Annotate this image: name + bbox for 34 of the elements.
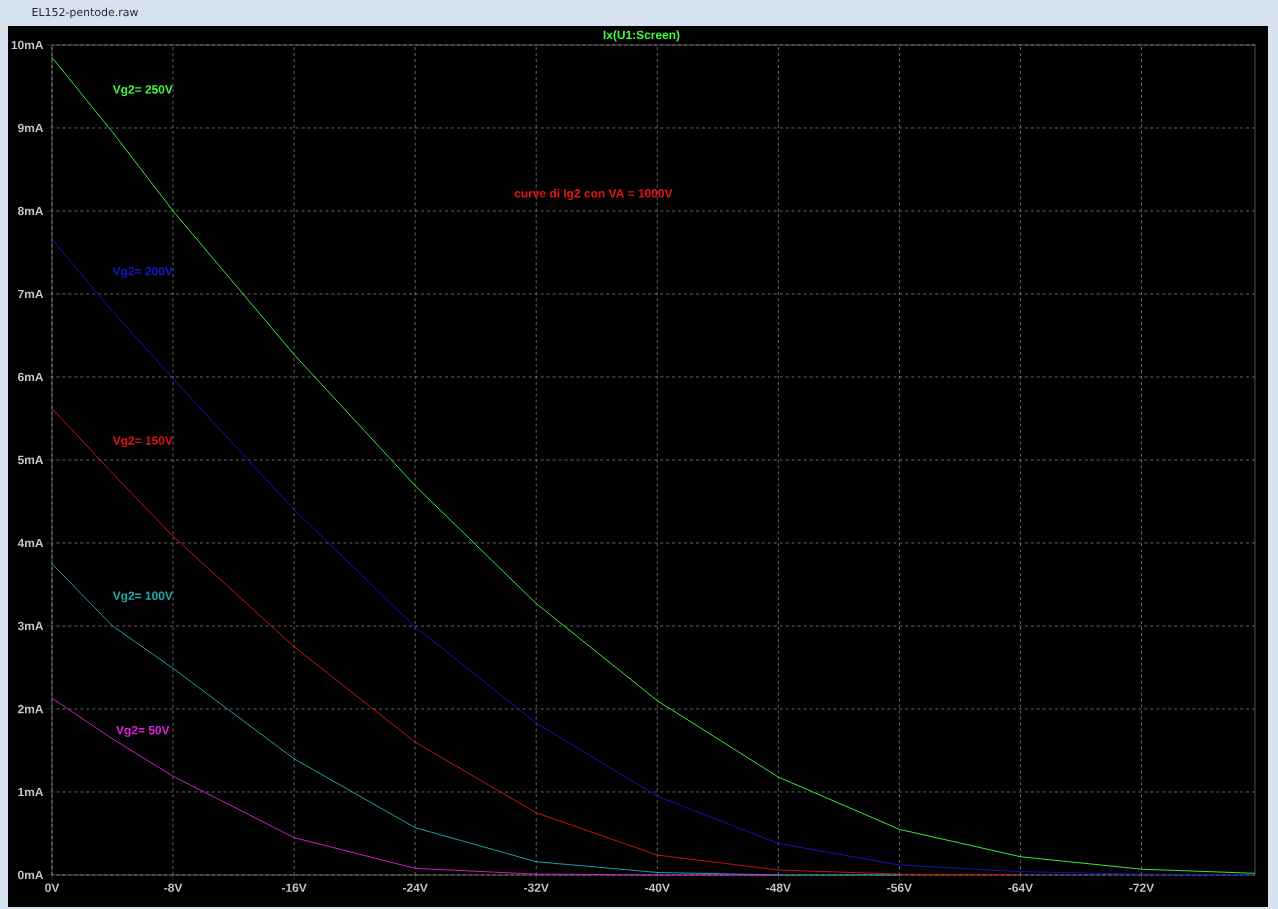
y-tick-label: 3mA [17, 621, 44, 631]
x-tick-label: -56V [887, 883, 912, 892]
series-label: Vg2= 150V [112, 436, 173, 448]
annotation: curve di Ig2 con VA = 1000V [514, 188, 673, 200]
x-tick-label: -40V [645, 883, 670, 892]
y-tick-label: 10mA [11, 40, 44, 50]
chart-title: Ix(U1:Screen) [603, 30, 680, 42]
series-label: Vg2= 100V [112, 591, 173, 603]
line-series [51, 563, 900, 876]
x-tick-label: -72V [1129, 883, 1155, 892]
x-tick-label: 0V [45, 883, 60, 892]
series-label: Vg2= 50V [116, 725, 170, 737]
y-tick-label: 1mA [18, 787, 44, 797]
x-tick-label: -16V [281, 883, 307, 892]
x-tick-label: -8V [164, 883, 183, 892]
line-series [51, 56, 1256, 874]
line-series [51, 697, 779, 876]
y-tick-label: 4mA [17, 538, 44, 548]
line-series [51, 408, 1021, 876]
y-tick-label: 8mA [17, 206, 44, 216]
x-tick-label: -48V [766, 883, 791, 892]
y-tick-label: 7mA [18, 289, 44, 299]
y-tick-label: 5mA [17, 455, 44, 465]
y-tick-label: 0mA [18, 870, 44, 880]
line-series [51, 238, 1256, 876]
x-tick-label: -24V [403, 883, 428, 892]
y-tick-label: 2mA [17, 704, 44, 714]
x-tick-label: -64V [1008, 883, 1033, 892]
x-tick-label: -32V [524, 883, 549, 892]
y-tick-label: 6mA [18, 372, 44, 382]
series-label: Vg2= 250V [112, 85, 173, 97]
series-label: Vg2= 200V [112, 266, 173, 278]
y-tick-label: 9mA [17, 123, 44, 133]
text: EL152-pentode.raw [32, 7, 138, 19]
